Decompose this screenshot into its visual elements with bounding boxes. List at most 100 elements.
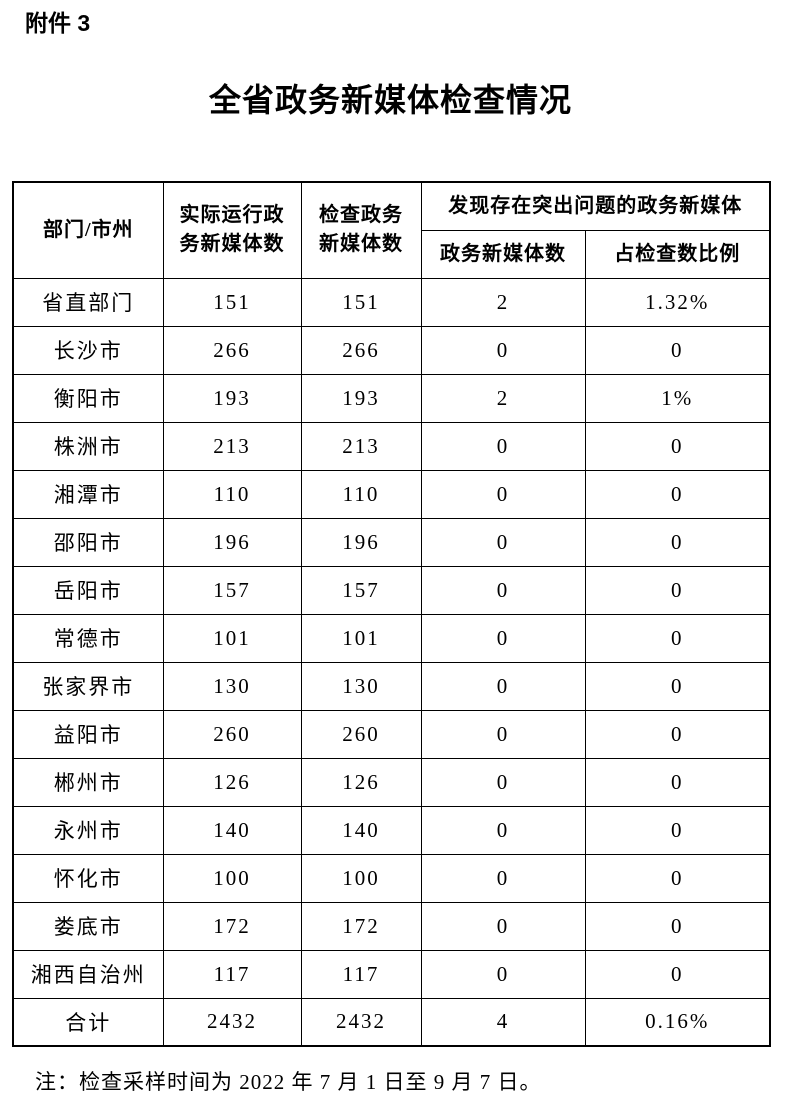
cell-actual: 140 (162, 805, 302, 855)
table-row: 张家界市 130 130 0 0 (12, 661, 771, 711)
table-row: 娄底市 172 172 0 0 (12, 901, 771, 951)
table-row: 岳阳市 157 157 0 0 (12, 565, 771, 615)
table-row: 长沙市 266 266 0 0 (12, 325, 771, 375)
cell-inspected: 126 (300, 757, 422, 807)
cell-actual: 266 (162, 325, 302, 375)
cell-problem-ratio: 0.16% (584, 997, 771, 1047)
cell-inspected: 196 (300, 517, 422, 567)
cell-problem-count: 0 (420, 661, 586, 711)
table-row: 邵阳市 196 196 0 0 (12, 517, 771, 567)
cell-problem-ratio: 0 (584, 469, 771, 519)
table-row: 益阳市 260 260 0 0 (12, 709, 771, 759)
cell-department: 常德市 (12, 613, 164, 663)
cell-problem-count: 0 (420, 949, 586, 999)
cell-problem-count: 2 (420, 373, 586, 423)
cell-actual: 196 (162, 517, 302, 567)
cell-actual: 193 (162, 373, 302, 423)
cell-inspected: 151 (300, 277, 422, 327)
cell-inspected: 100 (300, 853, 422, 903)
cell-department: 益阳市 (12, 709, 164, 759)
table-row: 省直部门 151 151 2 1.32% (12, 277, 771, 327)
cell-problem-count: 0 (420, 517, 586, 567)
cell-inspected: 140 (300, 805, 422, 855)
table-row: 衡阳市 193 193 2 1% (12, 373, 771, 423)
table-row: 永州市 140 140 0 0 (12, 805, 771, 855)
cell-problem-ratio: 1.32% (584, 277, 771, 327)
cell-problem-count: 4 (420, 997, 586, 1047)
cell-inspected: 157 (300, 565, 422, 615)
cell-inspected: 172 (300, 901, 422, 951)
cell-problem-count: 0 (420, 325, 586, 375)
cell-actual: 101 (162, 613, 302, 663)
table-body: 省直部门 151 151 2 1.32% 长沙市 266 266 0 0 衡阳市 193 193 2 1% 株… (12, 277, 771, 1047)
cell-problem-ratio: 0 (584, 565, 771, 615)
cell-department: 娄底市 (12, 901, 164, 951)
cell-department: 郴州市 (12, 757, 164, 807)
cell-problem-ratio: 0 (584, 661, 771, 711)
cell-department: 株洲市 (12, 421, 164, 471)
table-header-problem-group: 发现存在突出问题的政务新媒体 (420, 181, 771, 231)
table-row: 湘西自治州 117 117 0 0 (12, 949, 771, 999)
cell-problem-count: 0 (420, 565, 586, 615)
table-header-problem-ratio: 占检查数比例 (584, 229, 771, 279)
table-header-row-top: 部门/市州 实际运行政 务新媒体数 检查政务 新媒体数 发现存在突出问题的政务新… (12, 181, 771, 279)
cell-actual: 117 (162, 949, 302, 999)
cell-department: 衡阳市 (12, 373, 164, 423)
cell-problem-count: 0 (420, 757, 586, 807)
cell-inspected: 101 (300, 613, 422, 663)
footnote: 注：检查采样时间为 2022 年 7 月 1 日至 9 月 7 日。 (35, 1070, 542, 1094)
cell-problem-ratio: 0 (584, 709, 771, 759)
cell-problem-count: 0 (420, 613, 586, 663)
cell-problem-ratio: 0 (584, 901, 771, 951)
cell-actual: 151 (162, 277, 302, 327)
cell-inspected: 193 (300, 373, 422, 423)
cell-department: 张家界市 (12, 661, 164, 711)
cell-department: 省直部门 (12, 277, 164, 327)
cell-department: 怀化市 (12, 853, 164, 903)
cell-actual: 110 (162, 469, 302, 519)
cell-actual: 260 (162, 709, 302, 759)
cell-inspected: 110 (300, 469, 422, 519)
cell-actual: 157 (162, 565, 302, 615)
cell-problem-count: 0 (420, 805, 586, 855)
cell-problem-count: 0 (420, 469, 586, 519)
cell-department: 邵阳市 (12, 517, 164, 567)
cell-actual: 126 (162, 757, 302, 807)
page-title: 全省政务新媒体检查情况 (208, 82, 572, 118)
attachment-label: 附件 3 (25, 10, 91, 36)
cell-problem-count: 0 (420, 421, 586, 471)
table-row: 株洲市 213 213 0 0 (12, 421, 771, 471)
cell-problem-ratio: 0 (584, 517, 771, 567)
cell-inspected: 2432 (300, 997, 422, 1047)
table-row: 合计 2432 2432 4 0.16% (12, 997, 771, 1047)
cell-problem-count: 0 (420, 709, 586, 759)
table-header-problem-count: 政务新媒体数 (420, 229, 586, 279)
table-row: 常德市 101 101 0 0 (12, 613, 771, 663)
table-header-department: 部门/市州 (12, 181, 164, 279)
cell-problem-count: 0 (420, 853, 586, 903)
table-header-row-sub: 政务新媒体数 占检查数比例 (13, 229, 771, 279)
cell-problem-count: 2 (420, 277, 586, 327)
table-row: 怀化市 100 100 0 0 (12, 853, 771, 903)
cell-problem-ratio: 0 (584, 325, 771, 375)
cell-problem-count: 0 (420, 901, 586, 951)
cell-problem-ratio: 0 (584, 949, 771, 999)
cell-inspected: 266 (300, 325, 422, 375)
cell-department: 永州市 (12, 805, 164, 855)
inspection-table: 部门/市州 实际运行政 务新媒体数 检查政务 新媒体数 发现存在突出问题的政务新… (12, 181, 771, 1047)
cell-department: 湘西自治州 (12, 949, 164, 999)
cell-actual: 130 (162, 661, 302, 711)
cell-problem-ratio: 0 (584, 853, 771, 903)
cell-inspected: 130 (300, 661, 422, 711)
cell-department: 湘潭市 (12, 469, 164, 519)
cell-department: 长沙市 (12, 325, 164, 375)
cell-actual: 213 (162, 421, 302, 471)
table-header: 部门/市州 实际运行政 务新媒体数 检查政务 新媒体数 发现存在突出问题的政务新… (12, 181, 771, 279)
cell-inspected: 260 (300, 709, 422, 759)
table-header-actual-running: 实际运行政 务新媒体数 (162, 181, 302, 279)
cell-actual: 100 (162, 853, 302, 903)
cell-problem-ratio: 0 (584, 421, 771, 471)
table-row: 郴州市 126 126 0 0 (12, 757, 771, 807)
